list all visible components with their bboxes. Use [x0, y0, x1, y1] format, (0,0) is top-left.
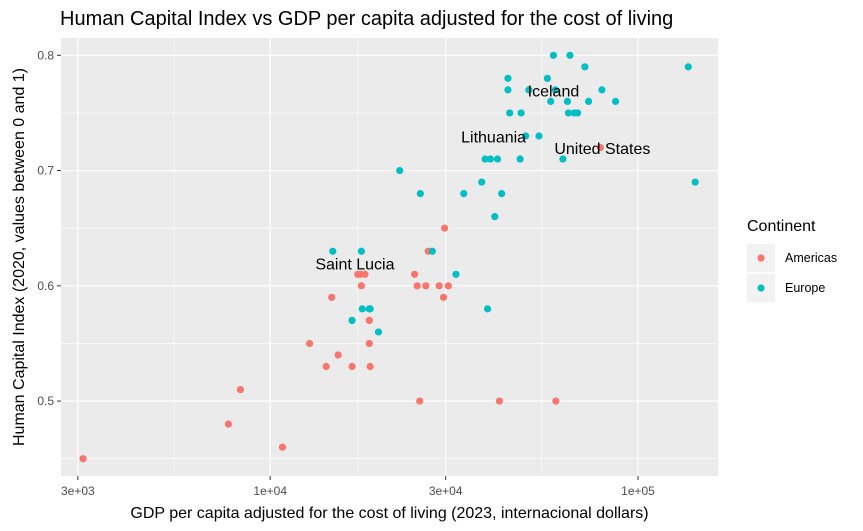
data-points [79, 51, 699, 463]
series-europe [329, 51, 699, 336]
data-point [428, 247, 436, 255]
data-point [79, 455, 87, 463]
data-point [422, 282, 430, 290]
legend: Continent Americas Europe [747, 218, 837, 302]
plot-panel [61, 38, 718, 476]
data-point [329, 247, 337, 255]
axes: 3e+03 1e+04 3e+04 1e+05 0.5 0.6 0.7 0.8 [37, 48, 655, 498]
data-point [516, 155, 524, 163]
data-point [522, 132, 530, 140]
data-point [444, 282, 452, 290]
data-point [481, 155, 489, 163]
data-point [563, 97, 572, 105]
legend-title: Continent [747, 218, 816, 235]
data-point [684, 63, 692, 71]
data-point [366, 362, 374, 371]
y-tick-label: 0.7 [37, 164, 54, 178]
x-tick-label: 3e+03 [61, 484, 95, 498]
data-point [236, 385, 244, 394]
data-point [535, 132, 543, 140]
data-point [551, 86, 559, 94]
data-point [439, 293, 448, 301]
data-point [517, 109, 525, 117]
data-point [493, 155, 502, 163]
annotation-label: Iceland [528, 83, 580, 100]
data-point [416, 397, 424, 405]
data-point [691, 178, 699, 186]
grid-lines [61, 38, 718, 476]
data-point [358, 305, 366, 313]
data-point [486, 155, 495, 163]
data-point [278, 443, 287, 451]
data-point [361, 270, 369, 278]
legend-item-americas: Americas [747, 244, 837, 272]
data-point [348, 362, 356, 371]
y-tick-label: 0.6 [37, 279, 54, 293]
data-point [224, 420, 233, 428]
data-point [440, 224, 449, 232]
annotation-label: Lithuania [461, 130, 526, 147]
legend-swatch [757, 284, 765, 292]
data-point [483, 305, 492, 313]
data-point [547, 97, 555, 105]
data-point [365, 339, 373, 348]
data-point [504, 86, 512, 94]
x-tick-label: 1e+04 [253, 484, 287, 498]
legend-label: Americas [785, 251, 837, 265]
data-point [498, 190, 506, 198]
data-point [416, 190, 424, 198]
data-point [549, 51, 558, 59]
data-point [584, 97, 593, 105]
x-axis-title: GDP per capita adjusted for the cost of … [130, 505, 648, 522]
x-tick-label: 1e+05 [621, 484, 655, 498]
data-point [506, 109, 514, 117]
point-annotations: Saint Lucia Lithuania United States Iceland [315, 83, 650, 273]
legend-swatch [757, 254, 765, 262]
y-tick-label: 0.5 [37, 394, 54, 408]
data-point [460, 190, 468, 198]
data-point [525, 86, 533, 94]
legend-item-europe: Europe [747, 274, 825, 302]
data-point [596, 143, 604, 152]
data-point [396, 166, 404, 175]
data-point [435, 282, 443, 290]
data-point [348, 316, 356, 324]
data-point [365, 316, 373, 324]
data-point [357, 282, 365, 290]
data-point [334, 351, 342, 359]
legend-items: Americas Europe [747, 244, 837, 302]
data-point [598, 86, 606, 94]
annotation-label: United States [554, 141, 650, 158]
data-point [559, 155, 567, 163]
annotation-label: Saint Lucia [315, 256, 394, 273]
data-point [504, 74, 512, 82]
data-point [491, 213, 499, 221]
data-point [365, 305, 373, 313]
data-point [566, 51, 574, 59]
data-point [328, 293, 336, 301]
data-point [322, 362, 330, 371]
data-point [581, 63, 589, 71]
data-point [374, 328, 383, 336]
data-point [306, 339, 314, 348]
data-point [552, 397, 560, 405]
x-tick-label: 3e+04 [429, 484, 463, 498]
y-tick-label: 0.8 [37, 48, 54, 62]
chart-title: Human Capital Index vs GDP per capita ad… [60, 8, 673, 30]
data-point [411, 270, 419, 278]
data-point [564, 109, 573, 117]
data-point [543, 74, 551, 82]
data-point [611, 97, 620, 105]
data-point [413, 282, 421, 290]
y-axis-title: Human Capital Index (2020, values betwee… [11, 68, 28, 446]
data-point [573, 109, 582, 117]
data-point [357, 247, 365, 255]
data-point [495, 397, 504, 405]
data-point [478, 178, 486, 186]
data-point [452, 270, 460, 278]
series-americas [79, 143, 604, 463]
legend-label: Europe [785, 281, 825, 295]
